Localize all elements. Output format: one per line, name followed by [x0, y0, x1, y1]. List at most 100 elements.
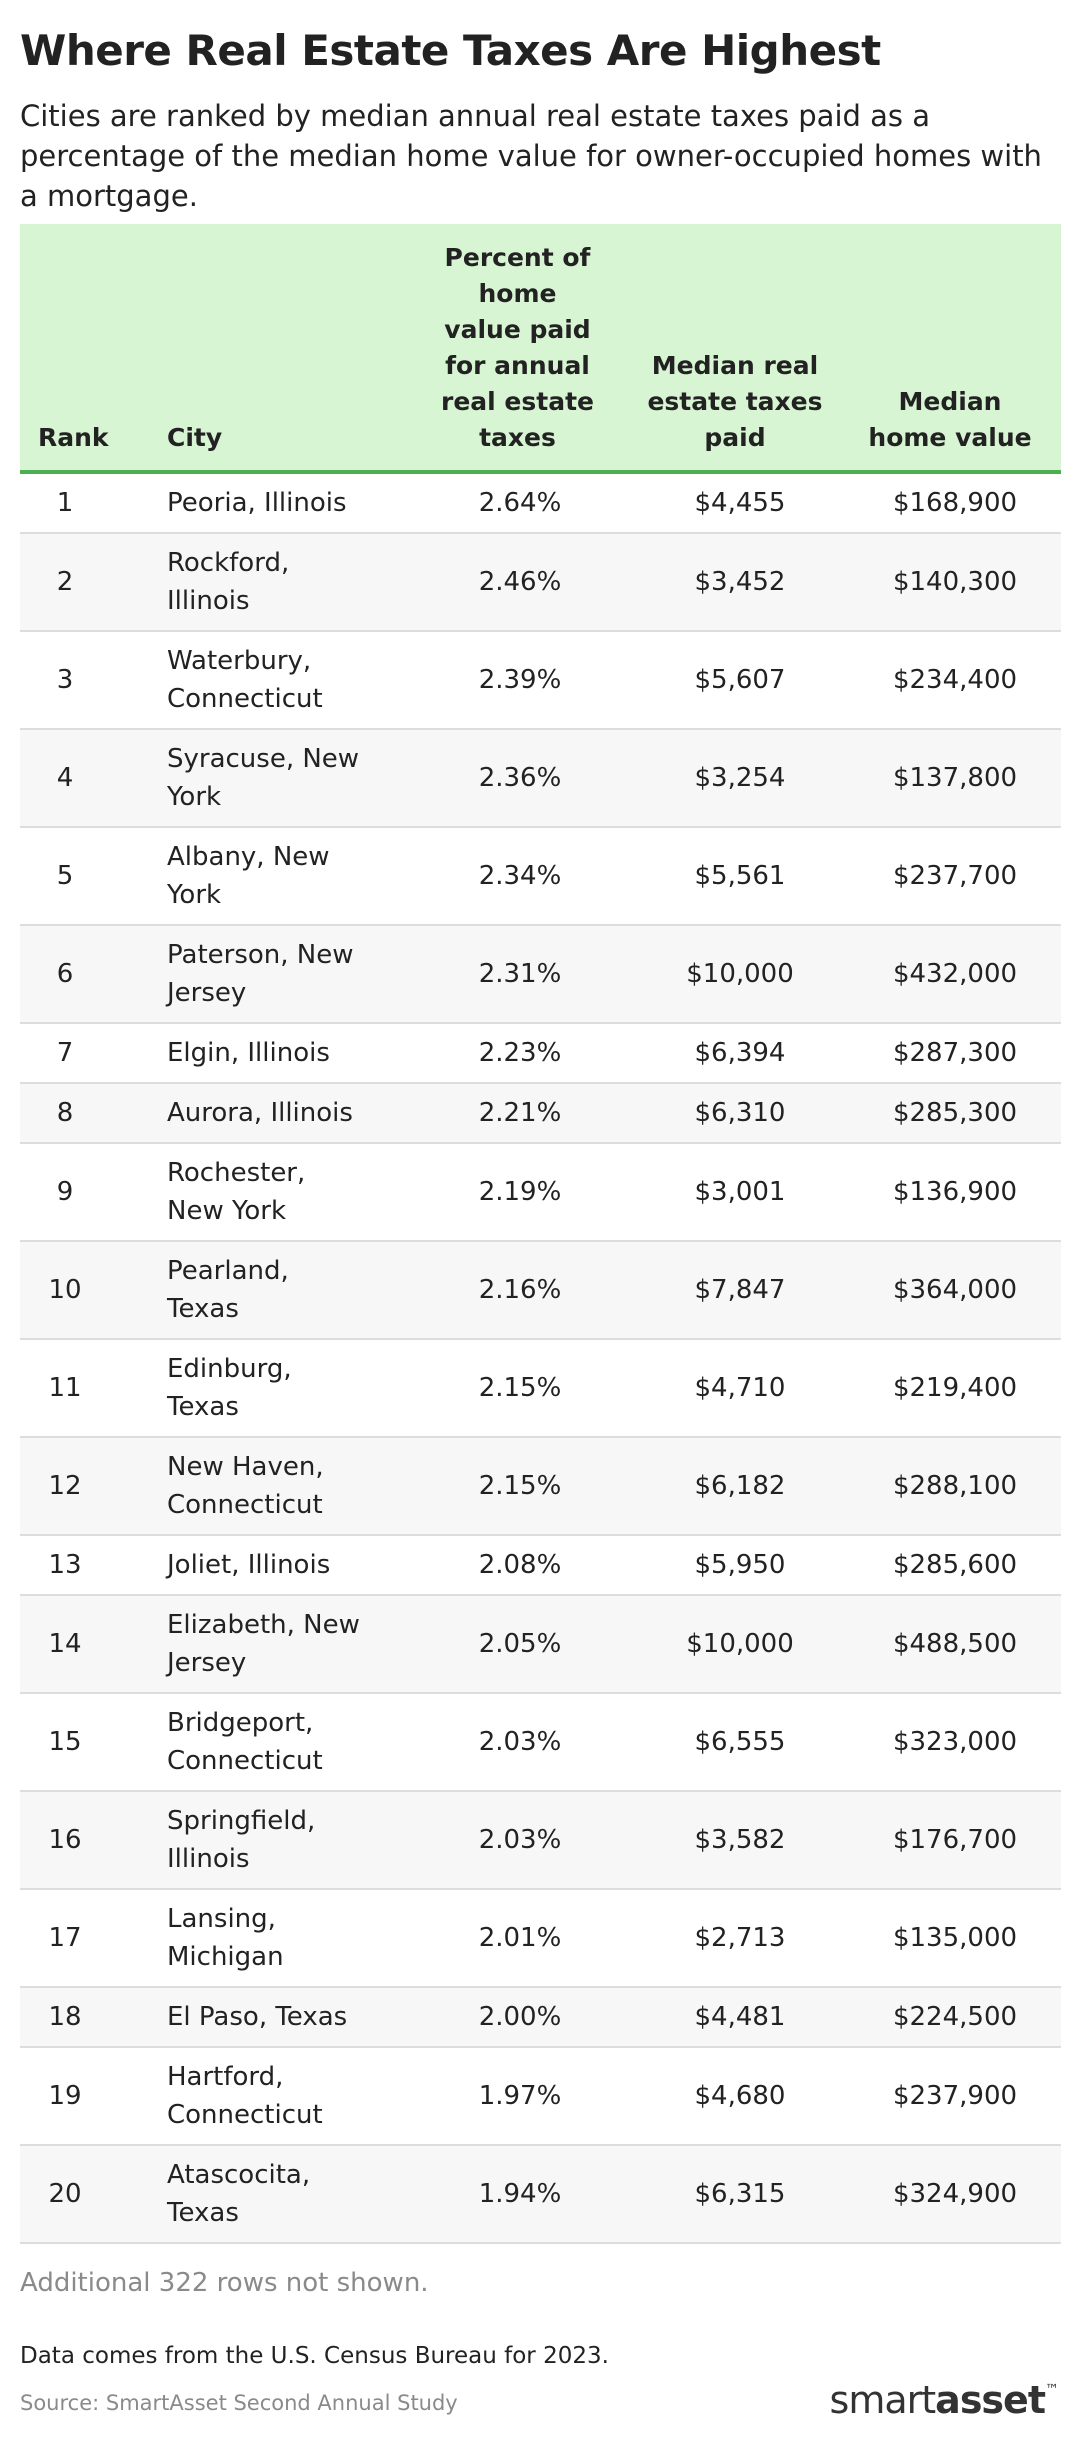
percent-cell: 2.08% [478, 1550, 562, 1580]
city-line: Michigan [167, 1942, 284, 1972]
taxes-cell: $6,315 [694, 2179, 786, 2209]
city-cell: El Paso, Texas [167, 1998, 367, 2036]
header-line: value paid [444, 315, 591, 344]
city-line: Texas [167, 1294, 239, 1324]
header-home-value: Median home value [850, 384, 1050, 456]
taxes-cell: $2,713 [694, 1923, 786, 1953]
taxes-cell: $4,710 [694, 1373, 786, 1403]
home-value-cell: $432,000 [892, 959, 1018, 989]
home-value-cell: $140,300 [892, 567, 1018, 597]
percent-cell: 1.94% [478, 2179, 562, 2209]
taxes-cell: $4,455 [694, 488, 786, 518]
percent-cell: 2.39% [478, 665, 562, 695]
header-line: real estate [441, 387, 594, 416]
percent-cell: 1.97% [478, 2081, 562, 2111]
taxes-cell: $3,582 [694, 1825, 786, 1855]
header-percent: Percent of home value paid for annual real e… [410, 240, 625, 456]
percent-cell: 2.46% [478, 567, 562, 597]
table-row: 18 El Paso, Texas 2.00% $4,481 $224,500 [20, 1988, 1061, 2048]
percent-cell: 2.36% [478, 763, 562, 793]
home-value-cell: $219,400 [892, 1373, 1018, 1403]
percent-cell: 2.03% [478, 1825, 562, 1855]
source-credit: Source: SmartAsset Second Annual Study [20, 2391, 458, 2415]
city-cell: Lansing, Michigan [167, 1900, 367, 1976]
rank-cell: 7 [56, 1038, 74, 1068]
taxes-cell: $3,254 [694, 763, 786, 793]
city-line: Jersey [167, 1648, 247, 1678]
city-line: Albany, New [167, 842, 330, 872]
percent-cell: 2.00% [478, 2002, 562, 2032]
city-line: York [167, 880, 222, 910]
taxes-cell: $10,000 [686, 1629, 794, 1659]
rank-cell: 4 [56, 763, 74, 793]
table-row: 1 Peoria, Illinois 2.64% $4,455 $168,900 [20, 474, 1061, 534]
header-line: Percent of [444, 243, 591, 272]
header-line: Median [898, 387, 1002, 416]
home-value-cell: $285,300 [892, 1098, 1018, 1128]
rank-cell: 18 [48, 2002, 82, 2032]
city-line: El Paso, Texas [167, 2002, 348, 2032]
city-cell: Joliet, Illinois [167, 1546, 367, 1584]
city-line: Illinois [167, 1844, 250, 1874]
city-line: Connecticut [167, 2100, 323, 2130]
city-line: Jersey [167, 978, 247, 1008]
table-header: Rank City Percent of home value paid for an… [20, 224, 1061, 474]
city-cell: Edinburg, Texas [167, 1350, 367, 1426]
header-rank: Rank [38, 420, 109, 456]
taxes-cell: $5,950 [694, 1550, 786, 1580]
taxes-cell: $6,555 [694, 1727, 786, 1757]
header-line: taxes [479, 423, 556, 452]
taxes-cell: $7,847 [694, 1275, 786, 1305]
city-line: Texas [167, 2198, 239, 2228]
percent-cell: 2.15% [478, 1471, 562, 1501]
city-line: Hartford, [167, 2062, 284, 2092]
table-row: 16 Springfield, Illinois 2.03% $3,582 $176,70… [20, 1792, 1061, 1890]
city-line: Waterbury, [167, 646, 312, 676]
home-value-cell: $176,700 [892, 1825, 1018, 1855]
rank-cell: 16 [48, 1825, 82, 1855]
city-line: Elgin, Illinois [167, 1038, 330, 1068]
city-cell: Rockford, Illinois [167, 544, 367, 620]
city-cell: Waterbury, Connecticut [167, 642, 367, 718]
city-line: Elizabeth, New [167, 1610, 360, 1640]
table-row: 14 Elizabeth, New Jersey 2.05% $10,000 $488,5… [20, 1596, 1061, 1694]
taxes-cell: $4,680 [694, 2081, 786, 2111]
percent-cell: 2.15% [478, 1373, 562, 1403]
city-line: Springfield, [167, 1806, 316, 1836]
taxes-cell: $6,310 [694, 1098, 786, 1128]
rank-cell: 13 [48, 1550, 82, 1580]
city-line: Peoria, Illinois [167, 488, 347, 518]
table-row: 8 Aurora, Illinois 2.21% $6,310 $285,300 [20, 1084, 1061, 1144]
taxes-cell: $10,000 [686, 959, 794, 989]
percent-cell: 2.34% [478, 861, 562, 891]
table-body: 1 Peoria, Illinois 2.64% $4,455 $168,900 2 Roc… [20, 474, 1061, 2244]
home-value-cell: $136,900 [892, 1177, 1018, 1207]
percent-cell: 2.64% [478, 488, 562, 518]
city-cell: Peoria, Illinois [167, 484, 367, 522]
header-line: home [478, 279, 557, 308]
taxes-cell: $6,394 [694, 1038, 786, 1068]
city-cell: Syracuse, New York [167, 740, 367, 816]
rows-not-shown-note: Additional 322 rows not shown. [20, 2268, 429, 2298]
home-value-cell: $137,800 [892, 763, 1018, 793]
taxes-cell: $5,607 [694, 665, 786, 695]
table-row: 7 Elgin, Illinois 2.23% $6,394 $287,300 [20, 1024, 1061, 1084]
city-line: Connecticut [167, 1490, 323, 1520]
rank-cell: 1 [56, 488, 74, 518]
city-cell: Rochester, New York [167, 1154, 367, 1230]
logo-part-smart: smart [829, 2378, 937, 2422]
header-line: paid [704, 423, 766, 452]
table-row: 10 Pearland, Texas 2.16% $7,847 $364,000 [20, 1242, 1061, 1340]
rank-cell: 12 [48, 1471, 82, 1501]
city-line: Aurora, Illinois [167, 1098, 353, 1128]
home-value-cell: $364,000 [892, 1275, 1018, 1305]
city-line: Connecticut [167, 684, 323, 714]
header-taxes: Median real estate taxes paid [635, 348, 835, 456]
city-cell: Elgin, Illinois [167, 1034, 367, 1072]
percent-cell: 2.05% [478, 1629, 562, 1659]
taxes-cell: $3,001 [694, 1177, 786, 1207]
city-line: Pearland, [167, 1256, 289, 1286]
percent-cell: 2.01% [478, 1923, 562, 1953]
rank-cell: 14 [48, 1629, 82, 1659]
rank-cell: 9 [56, 1177, 74, 1207]
